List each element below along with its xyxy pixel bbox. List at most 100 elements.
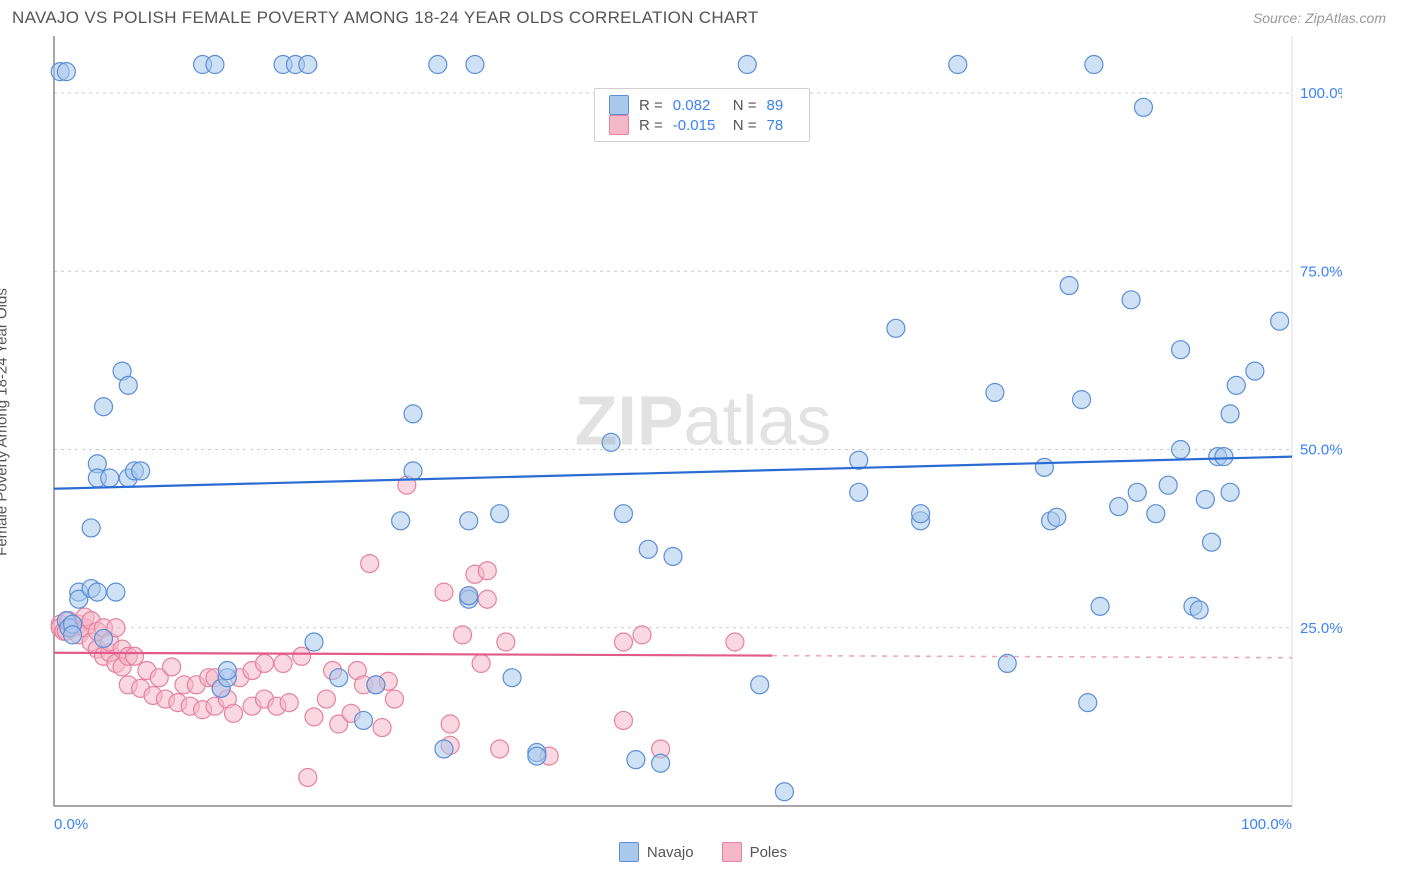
stats-r-label: R = — [639, 97, 663, 114]
data-point-poles — [614, 633, 632, 651]
trend-line-poles — [54, 653, 772, 656]
data-point-navajo — [1227, 376, 1245, 394]
trend-line-navajo — [54, 457, 1292, 489]
data-point-poles — [472, 654, 490, 672]
data-point-poles — [435, 583, 453, 601]
data-point-poles — [633, 626, 651, 644]
data-point-navajo — [602, 433, 620, 451]
chart-header: NAVAJO VS POLISH FEMALE POVERTY AMONG 18… — [0, 0, 1406, 32]
data-point-navajo — [95, 629, 113, 647]
data-point-navajo — [57, 63, 75, 81]
data-point-navajo — [1203, 533, 1221, 551]
data-point-navajo — [132, 462, 150, 480]
legend-swatch-navajo — [619, 842, 639, 862]
data-point-navajo — [491, 505, 509, 523]
data-point-poles — [614, 711, 632, 729]
stats-swatch-navajo — [609, 95, 629, 115]
data-point-navajo — [330, 669, 348, 687]
x-axis-labels: 0.0% 100.0% — [12, 816, 1394, 836]
data-point-navajo — [664, 547, 682, 565]
data-point-navajo — [528, 747, 546, 765]
data-point-navajo — [1122, 291, 1140, 309]
data-point-poles — [163, 658, 181, 676]
data-point-navajo — [1221, 405, 1239, 423]
chart-area: Female Poverty Among 18-24 Year Olds 25.… — [12, 32, 1394, 812]
data-point-navajo — [305, 633, 323, 651]
stats-row-poles: R =-0.015N =78 — [609, 115, 795, 135]
data-point-navajo — [1048, 508, 1066, 526]
data-point-navajo — [429, 56, 447, 74]
data-point-poles — [317, 690, 335, 708]
data-point-navajo — [206, 56, 224, 74]
data-point-poles — [385, 690, 403, 708]
data-point-navajo — [751, 676, 769, 694]
y-axis-label: Female Poverty Among 18-24 Year Olds — [0, 288, 11, 556]
x-tick-label: 0.0% — [54, 816, 88, 833]
y-tick-label: 50.0% — [1300, 442, 1342, 459]
trend-line-poles-dash — [772, 656, 1292, 658]
data-point-navajo — [1060, 277, 1078, 295]
data-point-poles — [305, 708, 323, 726]
stats-r-value-poles: -0.015 — [673, 117, 723, 134]
data-point-poles — [478, 562, 496, 580]
data-point-navajo — [404, 462, 422, 480]
data-point-poles — [255, 654, 273, 672]
data-point-poles — [441, 715, 459, 733]
data-point-navajo — [887, 319, 905, 337]
y-tick-label: 25.0% — [1300, 620, 1342, 637]
data-point-navajo — [627, 751, 645, 769]
data-point-navajo — [986, 383, 1004, 401]
data-point-navajo — [218, 662, 236, 680]
data-point-navajo — [1246, 362, 1264, 380]
data-point-navajo — [1159, 476, 1177, 494]
data-point-navajo — [1221, 483, 1239, 501]
data-point-navajo — [460, 587, 478, 605]
stats-n-value-poles: 78 — [767, 117, 795, 134]
stats-row-navajo: R =0.082N =89 — [609, 95, 795, 115]
data-point-navajo — [1147, 505, 1165, 523]
data-point-poles — [454, 626, 472, 644]
data-point-navajo — [367, 676, 385, 694]
data-point-poles — [478, 590, 496, 608]
legend-item-navajo: Navajo — [619, 842, 694, 862]
data-point-navajo — [614, 505, 632, 523]
data-point-navajo — [82, 519, 100, 537]
data-point-navajo — [355, 711, 373, 729]
data-point-navajo — [435, 740, 453, 758]
data-point-navajo — [1196, 490, 1214, 508]
data-point-navajo — [775, 783, 793, 801]
data-point-navajo — [639, 540, 657, 558]
legend-label-navajo: Navajo — [647, 844, 694, 861]
data-point-navajo — [850, 483, 868, 501]
data-point-navajo — [1079, 694, 1097, 712]
legend-label-poles: Poles — [750, 844, 788, 861]
data-point-navajo — [503, 669, 521, 687]
data-point-navajo — [1110, 498, 1128, 516]
data-point-navajo — [738, 56, 756, 74]
data-point-navajo — [119, 376, 137, 394]
data-point-navajo — [107, 583, 125, 601]
data-point-navajo — [466, 56, 484, 74]
source-attribution: Source: ZipAtlas.com — [1253, 10, 1386, 26]
data-point-poles — [373, 719, 391, 737]
data-point-navajo — [1172, 341, 1190, 359]
data-point-navajo — [949, 56, 967, 74]
stats-swatch-poles — [609, 115, 629, 135]
data-point-navajo — [1035, 458, 1053, 476]
y-tick-label: 75.0% — [1300, 263, 1342, 280]
data-point-navajo — [392, 512, 410, 530]
stats-n-value-navajo: 89 — [767, 97, 795, 114]
legend-swatch-poles — [722, 842, 742, 862]
data-point-poles — [491, 740, 509, 758]
y-tick-label: 100.0% — [1300, 85, 1342, 102]
data-point-poles — [225, 704, 243, 722]
stats-r-label: R = — [639, 117, 663, 134]
data-point-navajo — [1085, 56, 1103, 74]
data-point-navajo — [1215, 448, 1233, 466]
data-point-navajo — [64, 626, 82, 644]
stats-n-label: N = — [733, 97, 757, 114]
chart-title: NAVAJO VS POLISH FEMALE POVERTY AMONG 18… — [12, 8, 759, 28]
x-tick-label: 100.0% — [1241, 816, 1292, 833]
data-point-poles — [726, 633, 744, 651]
data-point-poles — [280, 694, 298, 712]
